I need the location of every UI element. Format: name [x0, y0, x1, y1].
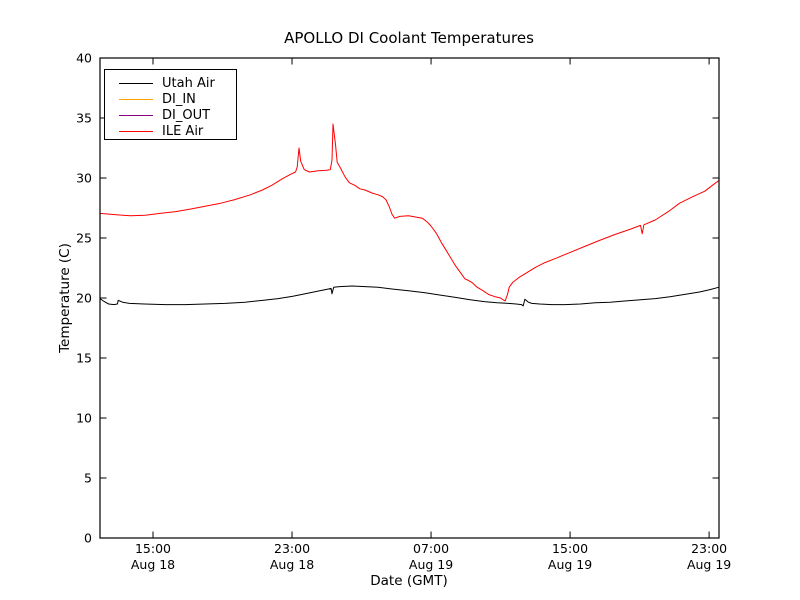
x-tick-label-time: 23:00 — [691, 541, 727, 556]
x-tick-label-date: Aug 19 — [409, 557, 453, 572]
legend-line-sample — [119, 82, 153, 84]
series-line-utah-air — [99, 285, 720, 307]
plot-border — [99, 57, 720, 539]
x-tick-label-time: 15:00 — [552, 541, 588, 556]
y-tick-label: 5 — [84, 471, 92, 486]
x-tick-label-date: Aug 19 — [548, 557, 592, 572]
legend-item-di-in: DI_IN — [119, 91, 236, 107]
y-tick-label: 30 — [76, 171, 92, 186]
y-tick-label: 20 — [76, 291, 92, 306]
y-tick-label: 15 — [76, 351, 92, 366]
x-tick-label-time: 15:00 — [135, 541, 171, 556]
chart-title: APOLLO DI Coolant Temperatures — [284, 29, 534, 47]
legend-line-sample — [119, 131, 153, 133]
x-tick-label-time: 07:00 — [413, 541, 449, 556]
y-tick-label: 40 — [76, 51, 92, 66]
legend-label: DI_OUT — [162, 107, 211, 123]
y-tick-label: 0 — [84, 531, 92, 546]
data-series — [99, 123, 720, 307]
legend-item-di-out: DI_OUT — [119, 107, 236, 123]
x-axis-label: Date (GMT) — [370, 573, 447, 589]
legend: Utah Air DI_IN DI_OUT ILE Air — [104, 69, 237, 140]
series-line-ile-air — [99, 123, 720, 302]
y-tick-label: 25 — [76, 231, 92, 246]
legend-line-sample — [119, 98, 153, 100]
legend-item-utah-air: Utah Air — [119, 75, 236, 91]
x-tick-label-date: Aug 18 — [131, 557, 175, 572]
legend-line-sample — [119, 114, 153, 116]
x-tick-label-date: Aug 18 — [270, 557, 314, 572]
y-tick-label: 10 — [76, 411, 92, 426]
legend-label: Utah Air — [162, 75, 215, 91]
y-axis-label: Temperature (C) — [57, 243, 73, 354]
x-tick-label-date: Aug 19 — [687, 557, 731, 572]
legend-item-ile-air: ILE Air — [119, 124, 236, 140]
legend-label: DI_IN — [162, 91, 196, 107]
x-tick-label-time: 23:00 — [274, 541, 310, 556]
legend-label: ILE Air — [162, 124, 204, 140]
y-tick-label: 35 — [76, 111, 92, 126]
